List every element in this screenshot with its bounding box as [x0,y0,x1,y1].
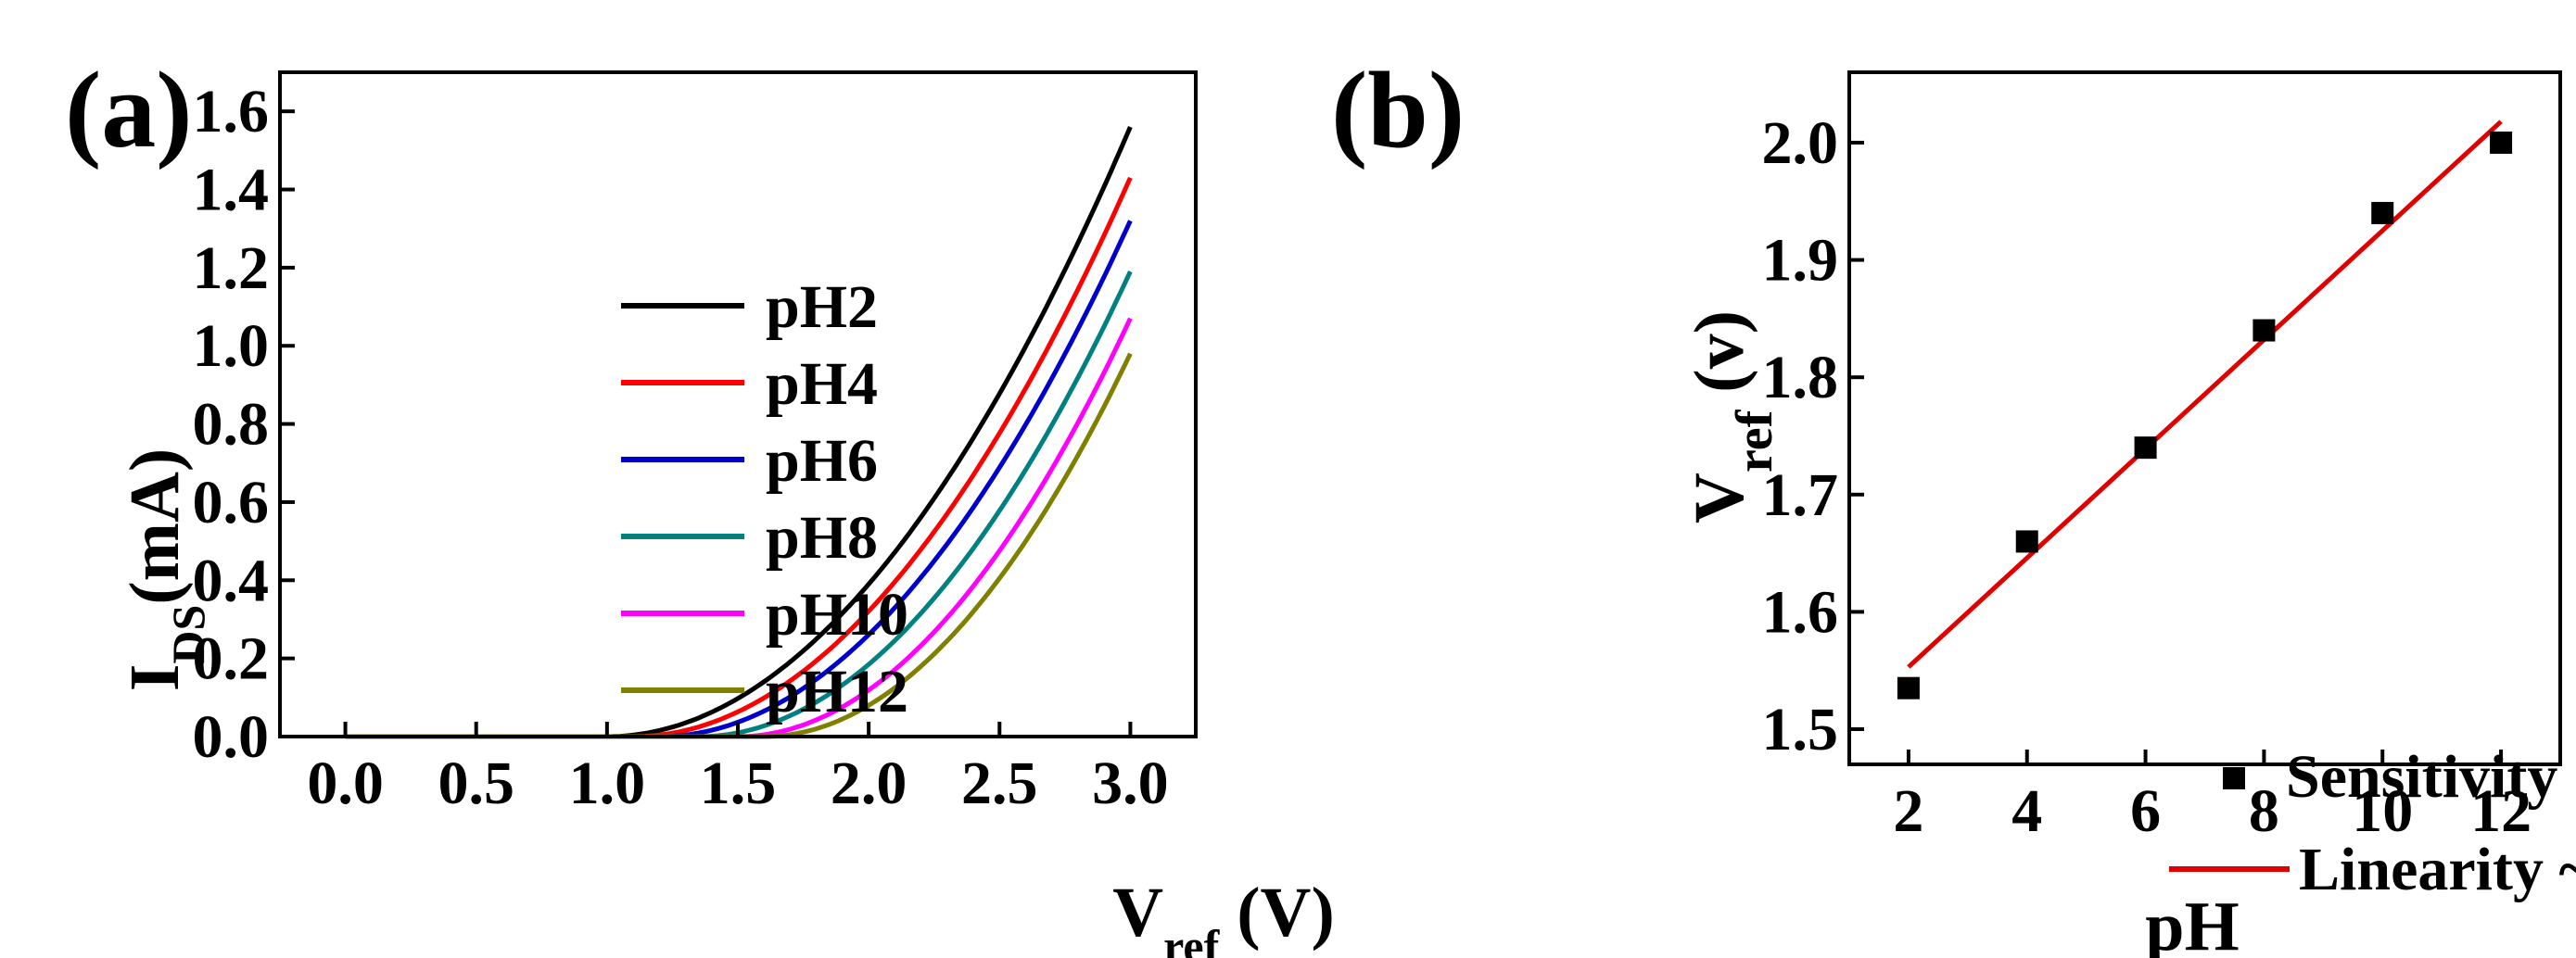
panel-a-x-title-sub: ref [1163,920,1220,958]
panel-b-y-title-unit: (v) [1681,310,1758,410]
panel-b-y-axis-title: Vref (v) [1681,310,1783,523]
legend-marker-sensitivity [2223,767,2245,789]
panel-a-y-title-unit: (mA) [116,448,194,605]
panel-a-x-axis-title: Vref (V) [1112,874,1335,958]
curve-ph8 [345,271,1133,739]
a-y-tick-label: 0.8 [193,391,270,459]
a-y-tick-label: 0.2 [193,625,270,693]
a-x-tick-label: 0.5 [438,750,514,817]
panel-b-y-title-main: V [1681,473,1758,523]
a-x-tick-label: 1.0 [569,750,646,817]
panel-a-ticks: 0.0 0.5 1.0 1.5 2.0 2.5 3.0 0.0 0.2 0.4 0.6 0.8 1.0 1… [193,78,1169,817]
a-y-tick-label: 1.2 [193,234,270,302]
panel-a-label: (a) [65,49,193,170]
fit-line [1907,120,2503,669]
legend-label-ph2: pH2 [766,273,878,341]
b-y-tick-label: 1.7 [1762,461,1839,529]
legend-label-linearity: Linearity ~ 99.89% [2299,836,2576,903]
panel-b-fit [1907,120,2503,669]
legend-label-sensitivity: Sensitivity = 46 mV/pH [2286,743,2576,811]
data-point [1897,676,1920,700]
data-point [2252,319,2276,342]
b-x-tick-label: 12 [2470,777,2532,845]
panel-a-plot-frame [278,70,1198,738]
panel-a-x-title-main: V [1112,874,1163,952]
b-y-tick-label: 2.0 [1762,109,1839,177]
panel-a-y-axis-title: IDS(mA) [116,448,214,691]
legend-label-ph4: pH4 [766,350,878,418]
panel-b-legend: Sensitivity = 46 mV/pH Linearity ~ 99.89… [2169,743,2576,903]
panel-a-x-title-unit: (V) [1219,874,1335,952]
legend-label-ph10: pH10 [766,581,908,649]
b-y-tick-label: 1.8 [1762,344,1839,411]
panel-a-y-title-sub: DS [162,605,214,664]
panel-b-y-title-sub: ref [1726,409,1783,473]
a-y-tick-label: 1.4 [193,157,270,224]
panel-b-plot-frame [1847,70,2562,766]
a-y-tick-label: 1.6 [193,78,270,145]
panel-b-points [1897,131,2513,700]
a-x-tick-label: 3.0 [1092,750,1169,817]
data-point [2490,131,2513,154]
b-x-tick-label: 2 [1893,777,1923,845]
a-x-tick-label: 2.5 [961,750,1038,817]
panel-b-label: (b) [1331,49,1465,170]
a-y-tick-label: 0.4 [193,547,270,614]
b-y-tick-label: 1.6 [1762,578,1839,646]
panel-a-legend: pH2 pH4 pH6 pH8 pH10 pH12 [621,273,908,725]
b-y-tick-label: 1.5 [1762,696,1839,763]
curve-ph2 [345,126,1133,739]
panel-b-ticks: 2 4 6 8 10 12 1.5 1.6 1.7 1.8 1.9 2.0 [1762,109,2532,845]
panel-a-y-title-main: I [116,664,194,692]
panel-b-x-axis-title: pH [2145,888,2239,958]
b-x-tick-label: 6 [2130,777,2161,845]
panel-a-line-chart: (a) 0.0 0.5 1.0 1.5 2.0 2.5 3.0 0.0 0.2 0.4 0.6 0.8… [65,49,1335,958]
data-point [2015,530,2038,553]
a-x-tick-label: 1.5 [700,750,777,817]
a-y-tick-label: 1.0 [193,312,270,380]
panel-b-scatter-chart: (b) 2 4 6 8 10 121.51.61.71.81.92.0 Vref (v) … [1331,49,2576,958]
b-y-tick-label: 1.9 [1762,227,1839,295]
data-point [2134,436,2157,460]
a-x-tick-label: 2.0 [831,750,907,817]
a-y-tick-label: 0.6 [193,469,270,536]
b-x-tick-label: 8 [2249,777,2279,845]
a-x-tick-label: 0.0 [307,750,384,817]
b-x-tick-label: 10 [2352,777,2413,845]
legend-label-ph12: pH12 [766,658,908,725]
a-y-tick-label: 0.0 [193,703,270,771]
data-point [2371,201,2394,224]
legend-label-ph8: pH8 [766,504,878,572]
b-x-tick-label: 4 [2011,777,2042,845]
legend-label-ph6: pH6 [766,427,878,495]
panel-a-curves [345,126,1133,739]
curve-ph6 [345,220,1133,739]
